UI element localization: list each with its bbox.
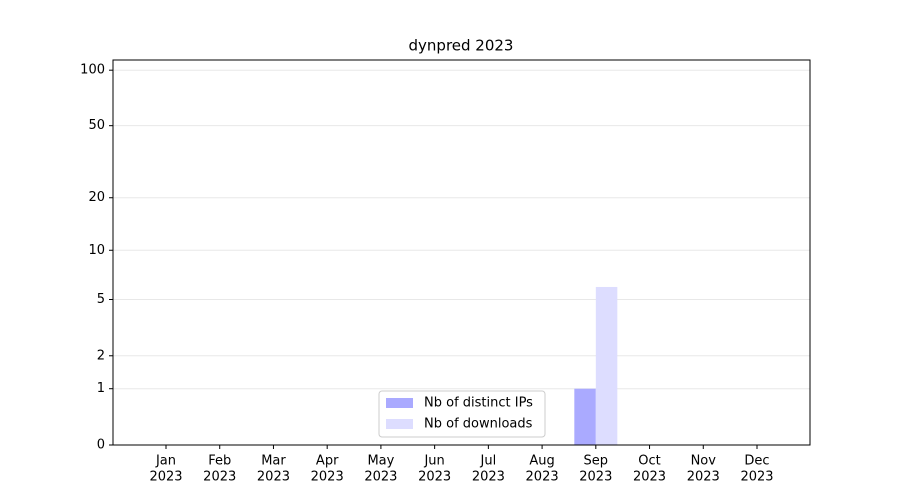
x-tick-label: Jul xyxy=(480,454,497,469)
bar xyxy=(574,388,596,445)
legend-swatch xyxy=(386,419,413,429)
x-tick-label: 2023 xyxy=(149,470,182,485)
legend-label: Nb of downloads xyxy=(424,417,533,432)
x-tick-label: Jan xyxy=(155,454,176,469)
x-tick-label: Sep xyxy=(584,454,609,469)
x-tick-label: 2023 xyxy=(311,470,344,485)
x-tick-label: May xyxy=(367,454,394,469)
x-tick-label: Dec xyxy=(744,454,769,469)
legend-swatch xyxy=(386,398,413,408)
x-tick-label: 2023 xyxy=(687,470,720,485)
x-tick-label: 2023 xyxy=(418,470,451,485)
x-tick-label: 2023 xyxy=(364,470,397,485)
x-tick-label: 2023 xyxy=(526,470,559,485)
x-tick-label: Jun xyxy=(423,454,444,469)
y-tick-label: 2 xyxy=(97,348,105,363)
y-tick-label: 20 xyxy=(88,190,105,205)
x-tick-label: Aug xyxy=(529,454,554,469)
y-tick-label: 100 xyxy=(80,63,105,78)
x-tick-label: Feb xyxy=(208,454,231,469)
x-tick-label: Apr xyxy=(316,454,339,469)
y-tick-label: 1 xyxy=(97,381,105,396)
plot-frame xyxy=(112,59,811,446)
y-tick-label: 10 xyxy=(88,243,105,258)
y-tick-label: 50 xyxy=(88,118,105,133)
legend: Nb of distinct IPs Nb of downloads xyxy=(378,390,546,438)
x-tick-label: 2023 xyxy=(633,470,666,485)
x-tick-label: 2023 xyxy=(579,470,612,485)
x-tick-label: 2023 xyxy=(257,470,290,485)
x-tick-label: Oct xyxy=(638,454,660,469)
x-tick-label: 2023 xyxy=(740,470,773,485)
x-tick-label: 2023 xyxy=(203,470,236,485)
legend-label: Nb of distinct IPs xyxy=(424,396,533,411)
y-tick-label: 5 xyxy=(97,292,105,307)
x-tick-label: Nov xyxy=(691,454,717,469)
legend-box xyxy=(378,390,546,438)
x-tick-label: 2023 xyxy=(472,470,505,485)
y-tick-label: 0 xyxy=(97,438,105,453)
bar xyxy=(595,286,618,445)
x-tick-label: Mar xyxy=(261,454,286,469)
chart-title: dynpred 2023 xyxy=(409,37,514,55)
